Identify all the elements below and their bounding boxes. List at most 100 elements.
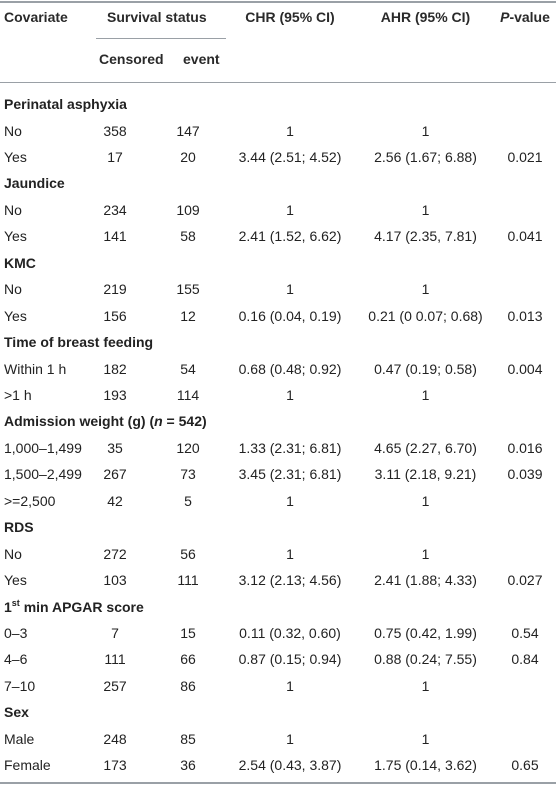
chr-cell: 2.41 (1.52, 6.62) bbox=[238, 228, 342, 245]
censored-cell: 7 bbox=[111, 625, 119, 641]
header-event: event bbox=[183, 51, 220, 67]
event-cell: 86 bbox=[180, 677, 196, 694]
chr-cell: 1 bbox=[286, 201, 294, 218]
row-label: Within 1 h bbox=[4, 360, 67, 377]
ahr-cell: 0.75 (0.42, 1.99) bbox=[374, 625, 477, 641]
group-label: RDS bbox=[4, 519, 34, 536]
ahr-cell: 2.41 (1.88; 4.33) bbox=[374, 572, 477, 589]
censored-cell: 267 bbox=[103, 466, 127, 483]
row-label: 7–10 bbox=[4, 677, 36, 694]
censored-cell: 156 bbox=[103, 307, 127, 324]
chr-cell: 1 bbox=[286, 122, 294, 139]
row-label: Yes bbox=[4, 572, 27, 589]
censored-cell: 272 bbox=[103, 545, 127, 562]
chr-cell: 1 bbox=[286, 677, 294, 694]
censored-cell: 248 bbox=[103, 730, 127, 747]
row-label: Male bbox=[4, 730, 35, 747]
row-label: 1,000–1,499 bbox=[4, 439, 82, 456]
ahr-cell: 0.88 (0.24; 7.55) bbox=[374, 651, 477, 668]
censored-cell: 173 bbox=[103, 757, 127, 774]
group-label: KMC bbox=[4, 254, 36, 271]
censored-cell: 193 bbox=[103, 386, 127, 403]
ahr-cell: 1 bbox=[421, 201, 430, 218]
ahr-cell: 1 bbox=[421, 386, 430, 403]
chr-cell: 0.68 (0.48; 0.92) bbox=[238, 360, 342, 377]
chr-cell: 0.11 (0.32, 0.60) bbox=[239, 625, 341, 641]
row-label: No bbox=[4, 122, 22, 139]
censored-cell: 103 bbox=[103, 572, 127, 589]
event-cell: 15 bbox=[180, 625, 196, 641]
row-label: 1,500–2,499 bbox=[4, 466, 82, 483]
ahr-cell: 1 bbox=[421, 730, 430, 747]
chr-cell: 1 bbox=[286, 730, 294, 747]
censored-cell: 182 bbox=[103, 360, 127, 377]
event-cell: 155 bbox=[176, 281, 200, 298]
row-label: Yes bbox=[4, 148, 27, 165]
row-label: >=2,500 bbox=[4, 492, 56, 509]
ahr-cell: 2.56 (1.67; 6.88) bbox=[374, 148, 477, 165]
chr-cell: 1 bbox=[286, 492, 294, 509]
ahr-cell: 3.11 (2.18, 9.21) bbox=[374, 466, 477, 483]
row-label: No bbox=[4, 545, 22, 562]
event-cell: 58 bbox=[180, 228, 196, 245]
survival-status-rule bbox=[96, 38, 226, 39]
event-cell: 114 bbox=[176, 386, 200, 403]
chr-cell: 1 bbox=[286, 545, 294, 562]
header-censored: Censored bbox=[99, 51, 164, 67]
event-cell: 85 bbox=[180, 730, 196, 747]
event-cell: 56 bbox=[180, 545, 196, 562]
header-ahr: AHR (95% CI) bbox=[380, 9, 471, 25]
group-label: Perinatal asphyxia bbox=[4, 96, 127, 112]
row-label: 4–6 bbox=[4, 651, 28, 668]
row-label: >1 h bbox=[4, 386, 32, 403]
row-label: Female bbox=[4, 757, 51, 774]
event-cell: 5 bbox=[184, 492, 192, 509]
bottom-rule bbox=[0, 782, 556, 784]
event-cell: 36 bbox=[180, 757, 196, 774]
row-label: Yes bbox=[4, 228, 27, 245]
group-label: Admission weight (g) (n = 542) bbox=[4, 413, 207, 430]
ahr-cell: 4.65 (2.27, 6.70) bbox=[374, 439, 477, 456]
ahr-cell: 1 bbox=[421, 281, 430, 298]
p-value-cell: 0.039 bbox=[507, 466, 543, 483]
p-value-cell: 0.021 bbox=[507, 148, 543, 165]
ahr-cell: 0.47 (0.19; 0.58) bbox=[374, 360, 477, 377]
p-value-cell: 0.65 bbox=[511, 757, 539, 774]
chr-cell: 1 bbox=[286, 281, 294, 298]
ahr-cell: 1 bbox=[421, 492, 430, 509]
p-value-cell: 0.041 bbox=[507, 228, 543, 245]
event-cell: 12 bbox=[180, 307, 196, 324]
header-p-italic: P bbox=[500, 9, 510, 25]
event-cell: 66 bbox=[180, 651, 196, 668]
p-value-cell: 0.004 bbox=[507, 360, 543, 377]
chr-cell: 3.45 (2.31; 6.81) bbox=[238, 466, 342, 483]
header-covariate: Covariate bbox=[4, 9, 68, 25]
p-value-cell: 0.84 bbox=[511, 651, 539, 668]
p-value-cell: 0.027 bbox=[507, 572, 543, 589]
ahr-cell: 1 bbox=[421, 677, 430, 694]
chr-cell: 1.33 (2.31; 6.81) bbox=[238, 439, 342, 456]
ahr-cell: 1 bbox=[421, 545, 430, 562]
p-value-cell: 0.54 bbox=[511, 625, 539, 641]
chr-cell: 2.54 (0.43, 3.87) bbox=[238, 757, 342, 774]
header-bottom-rule bbox=[0, 82, 556, 83]
chr-cell: 0.16 (0.04, 0.19) bbox=[238, 307, 342, 324]
row-label: No bbox=[4, 281, 22, 298]
chr-cell: 1 bbox=[286, 386, 294, 403]
group-label: Sex bbox=[4, 704, 29, 721]
ahr-cell: 1.75 (0.14, 3.62) bbox=[374, 757, 477, 774]
event-cell: 147 bbox=[176, 122, 200, 139]
event-cell: 109 bbox=[176, 201, 200, 218]
ahr-cell: 1 bbox=[421, 122, 430, 139]
row-label: Yes bbox=[4, 307, 27, 324]
censored-cell: 17 bbox=[107, 148, 123, 165]
censored-cell: 42 bbox=[107, 492, 123, 509]
censored-cell: 257 bbox=[103, 677, 127, 694]
group-label: Jaundice bbox=[4, 175, 65, 192]
row-label: 0–3 bbox=[4, 625, 28, 641]
chr-cell: 3.44 (2.51; 4.52) bbox=[238, 148, 342, 165]
censored-cell: 358 bbox=[103, 122, 127, 139]
row-label: No bbox=[4, 201, 22, 218]
event-cell: 54 bbox=[180, 360, 196, 377]
